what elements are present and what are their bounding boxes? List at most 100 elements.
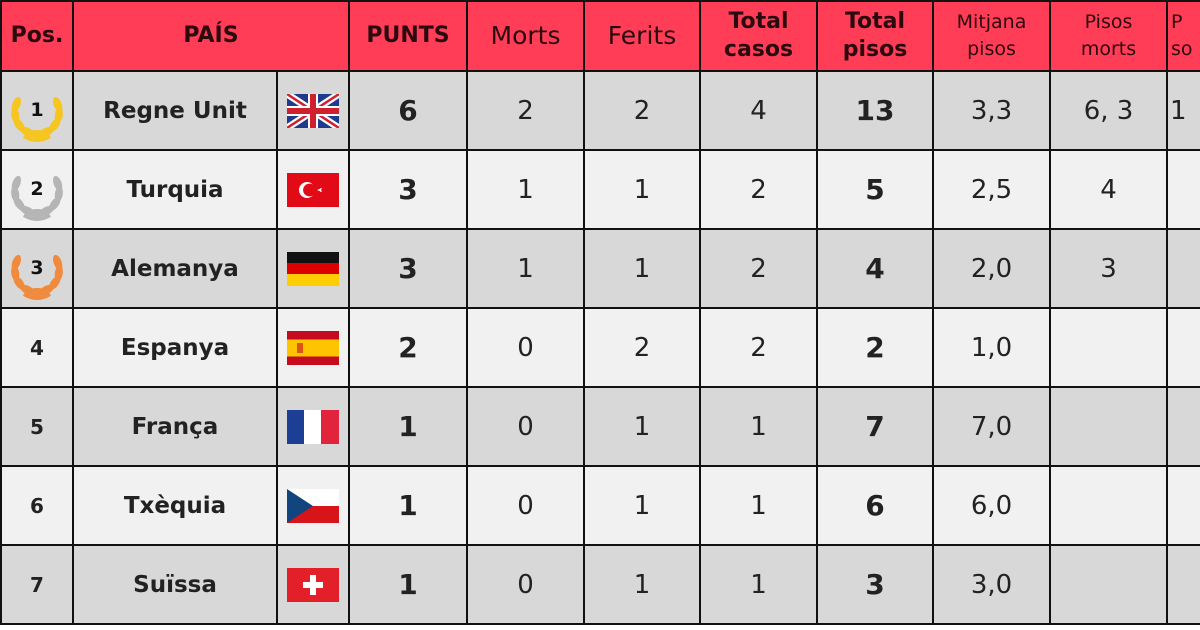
cell-avg-floors: 3,0 [932, 544, 1052, 625]
cell-country: Txèquia [72, 465, 278, 546]
cell-total-cases: 1 [699, 465, 819, 546]
cell-avg-floors: 2,0 [932, 228, 1052, 309]
header-row: Pos. PAÍS PUNTS Morts Ferits Total casos … [0, 0, 1200, 72]
cell-cut-column: 1 [1166, 70, 1200, 151]
table-row: 7 Suïssa 1 0 1 1 3 3,0 [0, 544, 1200, 625]
header-line: Mitjana [956, 11, 1027, 33]
cell-total-floors: 2 [816, 307, 935, 388]
cell-total-cases: 2 [699, 228, 819, 309]
header-deaths: Morts [466, 0, 586, 72]
header-line: pisos [967, 38, 1016, 60]
cell-points: 6 [348, 70, 469, 151]
cell-total-cases: 4 [699, 70, 819, 151]
cell-total-floors: 5 [816, 149, 935, 230]
cell-death-floors: 6, 3 [1049, 70, 1169, 151]
cell-total-cases: 2 [699, 307, 819, 388]
table-row: 5 França 1 0 1 1 7 7,0 [0, 386, 1200, 467]
position: 4 [30, 335, 44, 360]
cell-flag [275, 307, 351, 388]
cell-cut-column [1166, 149, 1200, 230]
cell-cut-column [1166, 307, 1200, 388]
cell-total-floors: 13 [816, 70, 935, 151]
cell-avg-floors: 7,0 [932, 386, 1052, 467]
cell-deaths: 2 [466, 70, 586, 151]
header-line: Total [844, 9, 906, 34]
cell-country: Regne Unit [72, 70, 278, 151]
cell-deaths: 0 [466, 544, 586, 625]
cell-total-cases: 1 [699, 386, 819, 467]
cell-death-floors [1049, 307, 1169, 388]
cell-deaths: 0 [466, 386, 586, 467]
cell-avg-floors: 6,0 [932, 465, 1052, 546]
header-line: P [1171, 11, 1183, 33]
cell-death-floors [1049, 544, 1169, 625]
cell-pos: 1 [0, 70, 74, 151]
cell-points: 1 [348, 386, 469, 467]
cell-injured: 1 [583, 465, 702, 546]
cell-total-floors: 6 [816, 465, 935, 546]
cell-pos: 3 [0, 228, 74, 309]
cell-cut-column [1166, 228, 1200, 309]
cell-avg-floors: 3,3 [932, 70, 1052, 151]
cell-pos: 7 [0, 544, 74, 625]
cell-injured: 2 [583, 307, 702, 388]
cell-pos: 4 [0, 307, 74, 388]
cell-avg-floors: 2,5 [932, 149, 1052, 230]
france-flag-icon [287, 409, 339, 444]
cell-flag [275, 149, 351, 230]
cell-country: Alemanya [72, 228, 278, 309]
position: 3 [30, 256, 44, 279]
header-line: morts [1080, 38, 1137, 60]
cell-points: 1 [348, 544, 469, 625]
cell-injured: 1 [583, 228, 702, 309]
silver-laurel-icon: 2 [6, 157, 68, 223]
header-pos: Pos. [0, 0, 74, 72]
cell-pos: 5 [0, 386, 74, 467]
cell-points: 1 [348, 465, 469, 546]
spain-flag-icon [287, 330, 339, 365]
cell-pos: 6 [0, 465, 74, 546]
cell-country: França [72, 386, 278, 467]
cell-points: 3 [348, 149, 469, 230]
cell-death-floors [1049, 386, 1169, 467]
gold-laurel-icon: 1 [6, 78, 68, 144]
cell-death-floors: 4 [1049, 149, 1169, 230]
cell-injured: 1 [583, 149, 702, 230]
turkey-flag-icon [287, 172, 339, 207]
cell-deaths: 0 [466, 465, 586, 546]
header-line: Total [728, 9, 789, 34]
cell-total-floors: 7 [816, 386, 935, 467]
cell-deaths: 1 [466, 149, 586, 230]
cell-death-floors [1049, 465, 1169, 546]
cell-country: Espanya [72, 307, 278, 388]
cell-pos: 2 [0, 149, 74, 230]
table-row: 6 Txèquia 1 0 1 1 6 6,0 [0, 465, 1200, 546]
cell-avg-floors: 1,0 [932, 307, 1052, 388]
cell-flag [275, 465, 351, 546]
cell-flag [275, 386, 351, 467]
cell-points: 3 [348, 228, 469, 309]
header-total-cases: Total casos [699, 0, 819, 72]
header-death-floors: Pisos morts [1049, 0, 1169, 72]
cell-deaths: 1 [466, 228, 586, 309]
cell-cut-column [1166, 544, 1200, 625]
table-row: 2 Turquia 3 1 1 2 5 2,5 4 [0, 149, 1200, 230]
position: 1 [30, 98, 44, 121]
bronze-laurel-icon: 3 [6, 236, 68, 302]
header-line: Pisos [1084, 11, 1133, 33]
czech-flag-icon [287, 488, 339, 523]
switzerland-flag-icon [287, 567, 339, 602]
cell-points: 2 [348, 307, 469, 388]
cell-deaths: 0 [466, 307, 586, 388]
cell-country: Turquia [72, 149, 278, 230]
header-line: pisos [842, 37, 908, 62]
table-row: 3 Alemanya 3 1 1 2 4 2,0 3 [0, 228, 1200, 309]
cell-total-floors: 3 [816, 544, 935, 625]
header-avg-floors: Mitjana pisos [932, 0, 1052, 72]
cell-total-cases: 2 [699, 149, 819, 230]
germany-flag-icon [287, 251, 339, 286]
cell-flag [275, 70, 351, 151]
table-row: 1 Regne Unit 6 2 2 4 13 3,3 6, 3 1 [0, 70, 1200, 151]
